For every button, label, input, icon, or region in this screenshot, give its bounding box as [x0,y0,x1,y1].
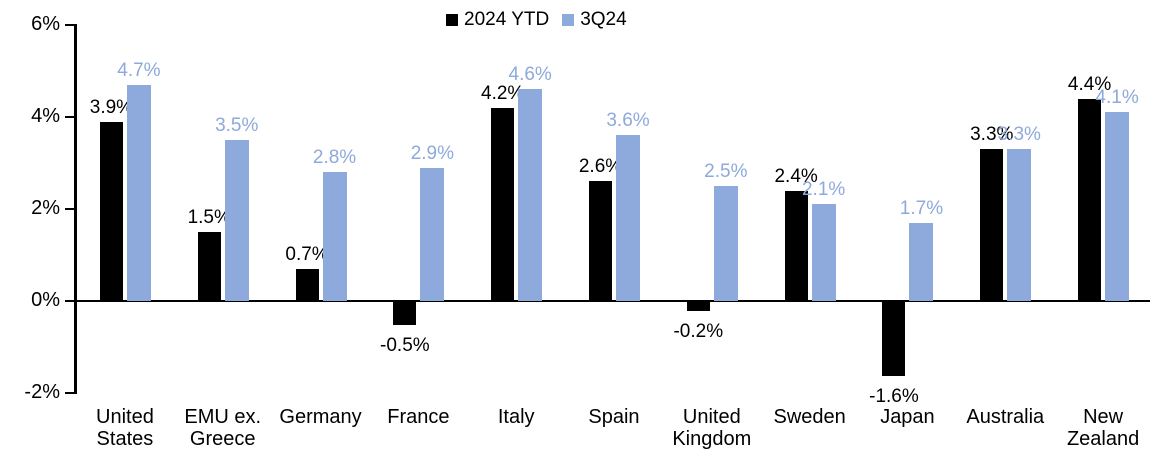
bar-2024-ytd-spain [589,181,612,301]
legend-label-2024-ytd: 2024 YTD [464,9,550,30]
value-label-3q24-france: 2.9% [410,142,455,164]
legend-swatch-2024-ytd-icon [446,14,458,26]
chart-legend: 2024 YTD 3Q24 [446,9,627,31]
y-axis-tick-0 [65,300,74,302]
value-label-3q24-united-kingdom: 2.5% [704,161,748,182]
y-axis-tick-label-6: 6% [31,13,60,35]
category-label-germany: Germany [279,406,362,428]
value-label-3q24-germany: 2.8% [312,147,357,169]
bar-2024-ytd-france [393,302,417,325]
value-label-2024-ytd-australia: 3.3% [970,124,1014,146]
bar-2024-ytd-italy [491,107,515,301]
bar-2024-ytd-japan [882,302,906,376]
legend-label-3q24: 3Q24 [580,9,627,30]
bar-2024-ytd-united-states [99,121,123,301]
bar-3q24-japan [909,222,934,301]
value-label-3q24-italy: 4.6% [508,64,552,86]
bar-2024-ytd-emu-ex-greece [197,232,221,301]
value-label-2024-ytd-emu-ex-greece: 1.5% [187,207,231,228]
bar-2024-ytd-new-zealand [1078,98,1102,301]
value-label-2024-ytd-spain: 2.6% [578,156,623,178]
bar-3q24-united-kingdom [713,186,738,301]
value-label-2024-ytd-sweden: 2.4% [774,165,818,187]
y-axis-tick-label-4: 4% [31,105,60,127]
bar-2024-ytd-australia [980,149,1004,301]
y-axis-tick-label-2: 2% [31,197,60,219]
category-label-united-kingdom: United Kingdom [672,406,752,450]
y-axis-tick-6 [65,24,74,26]
bar-2024-ytd-united-kingdom [686,302,710,312]
legend-item-3q24: 3Q24 [562,9,627,31]
y-axis-tick-4 [65,116,74,118]
category-label-sweden: Sweden [773,406,846,428]
bar-3q24-france [420,167,445,301]
value-label-2024-ytd-japan: -1.6% [869,385,919,407]
value-label-3q24-emu-ex-greece: 3.5% [215,115,259,136]
bar-3q24-sweden [811,204,836,301]
value-label-3q24-spain: 3.6% [606,110,650,132]
bar-3q24-italy [518,89,543,301]
bar-3q24-new-zealand [1105,112,1130,301]
category-label-new-zealand: New Zealand [1066,406,1140,450]
y-axis-tick-2 [65,392,74,394]
x-axis-line [74,300,1150,302]
y-axis-line [74,24,77,394]
bar-3q24-spain [616,135,640,301]
value-label-2024-ytd-germany: 0.7% [285,243,329,265]
category-label-japan: Japan [880,406,935,428]
legend-swatch-3q24-icon [562,14,575,26]
y-axis-tick-2 [65,208,74,210]
value-label-2024-ytd-united-states: 3.9% [89,96,134,118]
bar-2024-ytd-germany [295,268,319,301]
value-label-2024-ytd-france: -0.5% [380,335,430,356]
category-label-australia: Australia [966,406,1045,428]
value-label-2024-ytd-new-zealand: 4.4% [1067,73,1112,95]
bar-3q24-australia [1007,149,1032,301]
category-label-italy: Italy [497,406,535,428]
category-label-united-states: United States [96,406,154,450]
value-label-2024-ytd-united-kingdom: -0.2% [673,321,724,343]
category-label-emu-ex-greece: EMU ex. Greece [184,406,262,450]
value-label-3q24-australia: 3.3% [997,124,1041,146]
value-label-3q24-new-zealand: 4.1% [1095,87,1139,109]
bar-2024-ytd-sweden [784,190,808,301]
value-label-3q24-sweden: 2.1% [801,179,846,201]
category-label-spain: Spain [588,406,640,428]
category-label-france: France [387,406,450,428]
bar-3q24-germany [322,172,347,301]
bar-3q24-emu-ex-greece [224,140,249,301]
y-axis-tick-label-0: 0% [31,289,60,311]
value-label-2024-ytd-italy: 4.2% [481,82,525,104]
bar-3q24-united-states [126,84,151,301]
legend-item-2024-ytd: 2024 YTD [446,9,549,31]
value-label-3q24-united-states: 4.7% [117,59,161,81]
value-label-3q24-japan: 1.7% [899,197,944,219]
y-axis-tick-label-2: -2% [24,381,60,403]
